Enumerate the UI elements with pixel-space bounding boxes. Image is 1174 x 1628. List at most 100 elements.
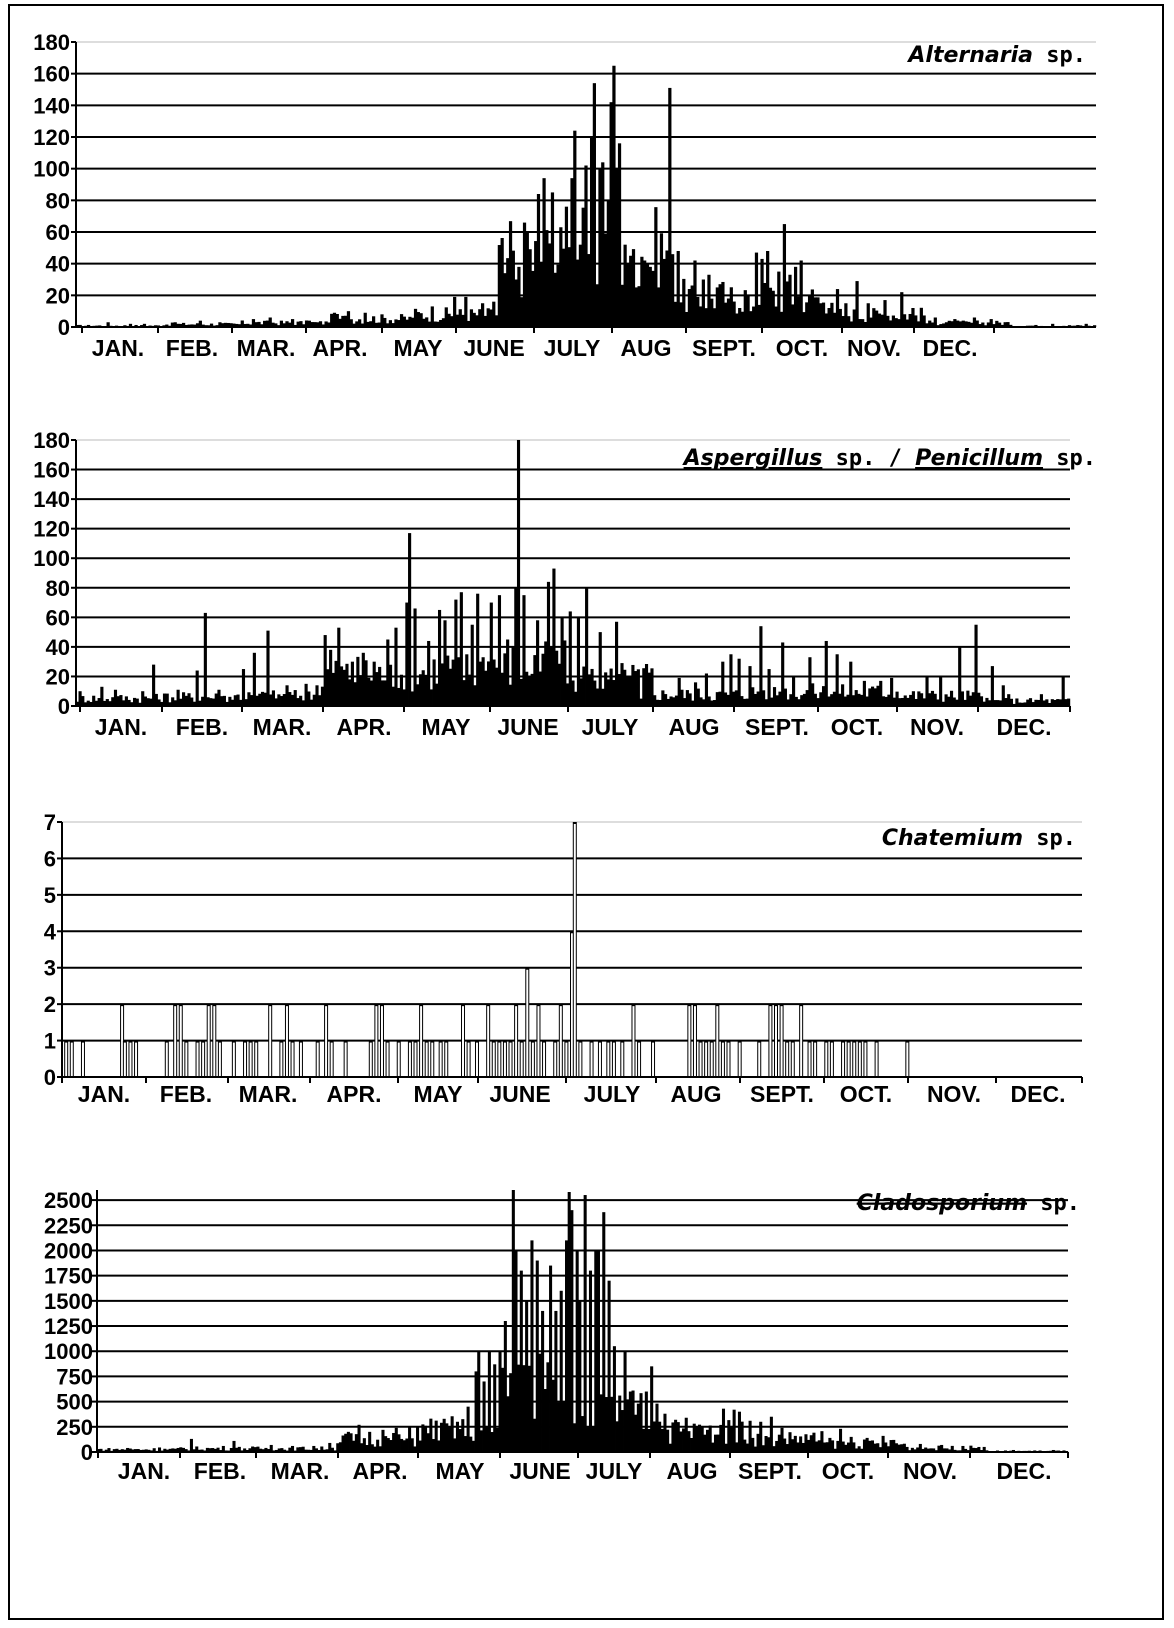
bar <box>78 324 82 327</box>
bar <box>209 698 213 706</box>
bar <box>464 296 468 327</box>
bar <box>982 701 986 706</box>
bar <box>168 1448 172 1452</box>
bar <box>201 324 205 327</box>
bar <box>830 694 834 706</box>
bar <box>684 311 689 327</box>
bar <box>514 587 518 706</box>
bar <box>299 321 303 327</box>
bar <box>317 1449 321 1452</box>
bar <box>576 617 581 706</box>
bar <box>639 698 643 706</box>
bar <box>243 1448 247 1452</box>
bar <box>560 617 564 706</box>
bar <box>124 696 128 706</box>
bar <box>791 304 795 327</box>
bar <box>866 303 870 327</box>
bar <box>527 1365 531 1452</box>
bar <box>828 1437 832 1452</box>
x-tick-label: OCT. <box>840 1081 892 1107</box>
bar <box>380 680 384 706</box>
bar <box>419 313 423 327</box>
bar <box>1023 702 1027 706</box>
bar <box>142 323 147 327</box>
bar-inner <box>727 1042 730 1077</box>
bar <box>374 322 379 327</box>
bar <box>361 652 365 706</box>
bar-inner <box>280 1042 283 1077</box>
bar <box>536 194 541 327</box>
bar <box>255 695 259 706</box>
bar <box>233 695 237 706</box>
bar <box>785 1444 789 1452</box>
bar <box>753 1446 757 1452</box>
bar <box>726 694 730 706</box>
y-tick-label: 80 <box>46 188 70 213</box>
bar <box>432 659 436 706</box>
bar <box>559 227 563 327</box>
bar <box>411 317 415 327</box>
bar <box>201 696 205 706</box>
bar <box>599 1394 603 1452</box>
bar <box>310 322 314 327</box>
bar <box>318 695 322 706</box>
bar <box>831 1440 835 1452</box>
bar <box>384 1436 388 1452</box>
bar <box>687 289 692 327</box>
bar-inner <box>414 1042 417 1077</box>
bar <box>820 1431 824 1452</box>
bar <box>659 233 664 327</box>
bar <box>956 320 960 327</box>
bar <box>623 669 627 706</box>
bar <box>531 270 535 327</box>
bar-inner <box>475 1042 478 1077</box>
bar-inner <box>638 1042 641 1077</box>
bar <box>813 693 817 706</box>
bar-inner <box>498 1042 501 1077</box>
bar <box>439 1422 444 1452</box>
bar <box>576 259 580 327</box>
bar <box>712 308 717 327</box>
bar-inner <box>875 1042 878 1077</box>
bar <box>729 654 733 706</box>
bar <box>812 1432 816 1452</box>
bar <box>933 317 937 327</box>
bar-inner <box>255 1042 258 1077</box>
bar <box>366 321 370 327</box>
chart-title-part: sp. / <box>822 446 915 471</box>
bar <box>321 324 325 327</box>
bar <box>761 1445 765 1452</box>
bar <box>405 602 409 706</box>
bar <box>354 1434 358 1452</box>
x-tick-label: DEC. <box>997 714 1052 740</box>
bar <box>263 692 267 706</box>
bar <box>455 1421 459 1452</box>
bar-inner <box>439 1042 442 1077</box>
bar <box>352 323 356 327</box>
bar <box>123 1449 127 1452</box>
bar <box>716 1434 720 1452</box>
bar <box>809 1435 813 1452</box>
bar <box>503 653 507 706</box>
bar-inner <box>249 1042 252 1077</box>
bar <box>673 301 678 327</box>
y-tick-label: 2 <box>44 992 56 1017</box>
bar <box>955 699 959 706</box>
bar <box>916 321 921 327</box>
bar <box>269 1444 273 1452</box>
bar <box>997 322 1002 327</box>
bar-inner <box>344 1042 347 1077</box>
bar <box>606 200 610 327</box>
bar <box>1037 699 1041 706</box>
bar <box>628 675 632 706</box>
bar <box>241 669 246 706</box>
bar <box>870 1440 874 1452</box>
bar <box>897 319 901 327</box>
bar <box>471 1440 475 1452</box>
bar <box>453 1438 457 1452</box>
bar <box>459 592 463 706</box>
bar <box>335 313 339 327</box>
bar <box>672 697 676 706</box>
bar <box>974 1448 978 1452</box>
bar <box>737 1411 741 1452</box>
